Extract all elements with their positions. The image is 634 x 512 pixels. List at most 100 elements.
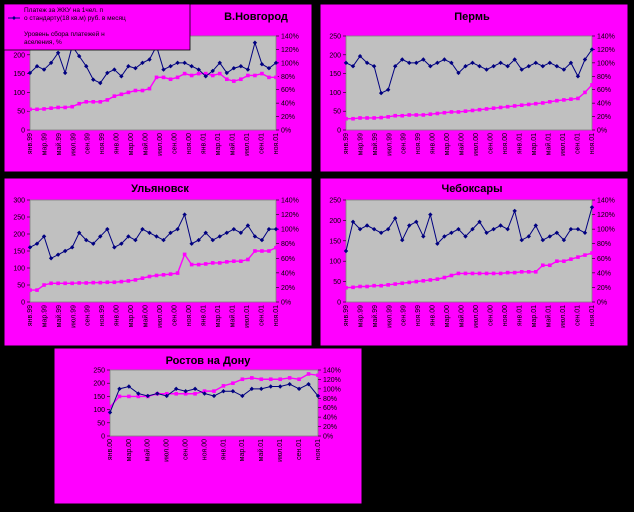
data-point-diamond (421, 234, 426, 239)
data-point-square (268, 377, 273, 382)
data-point-square (112, 280, 117, 285)
data-point-diamond (463, 64, 468, 69)
data-point-diamond (378, 90, 384, 96)
data-point-square (126, 279, 131, 283)
data-point-diamond (168, 230, 173, 235)
x-tick-label: мар.00 (444, 305, 451, 327)
data-point-diamond (203, 230, 208, 235)
data-point-square (35, 107, 39, 112)
data-point-square (358, 284, 362, 289)
data-point-square (175, 271, 180, 275)
y-right-tick-label: 40% (281, 270, 295, 277)
plot-area (345, 35, 593, 131)
x-tick-label: май.01 (544, 133, 552, 155)
y-left-tick-label: 300 (13, 198, 25, 205)
data-point-square (182, 71, 187, 76)
data-point-square (210, 261, 215, 265)
data-point-diamond (407, 223, 412, 228)
legend-swatch-marker-1 (12, 16, 16, 20)
data-point-square (533, 101, 538, 106)
data-point-square (260, 249, 264, 253)
y-right-tick-label: 100% (281, 60, 299, 67)
data-point-square (267, 249, 271, 253)
data-point-diamond (48, 256, 54, 261)
data-point-diamond (477, 64, 482, 69)
x-tick-label: мар.01 (531, 133, 538, 155)
y-right-tick-label: 20% (281, 285, 295, 292)
data-point-diamond (41, 67, 47, 72)
legend-label-2-cont: аселения, % (24, 39, 62, 46)
data-point-square (435, 277, 440, 281)
data-point-diamond (133, 66, 138, 71)
data-point-square (456, 110, 461, 114)
y-right-tick-label: 120% (323, 377, 341, 384)
data-point-diamond (589, 47, 595, 52)
data-point-square (259, 377, 264, 382)
x-tick-label: сен.01 (574, 133, 581, 154)
data-point-square (260, 71, 264, 76)
data-point-square (175, 75, 180, 80)
data-point-diamond (77, 230, 82, 235)
data-point-square (590, 251, 594, 255)
data-point-diamond (117, 386, 122, 392)
x-tick-label: мар.01 (239, 439, 246, 461)
y-right-tick-label: 40% (323, 415, 337, 422)
y-right-tick-label: 0% (281, 128, 291, 135)
data-point-square (56, 281, 60, 286)
data-point-diamond (343, 248, 349, 254)
data-point-square (98, 100, 103, 104)
y-left-tick-label: 50 (333, 109, 341, 116)
data-point-diamond (145, 393, 151, 399)
chart-title: Чебоксары (441, 183, 502, 195)
data-point-diamond (273, 226, 279, 232)
data-point-diamond (449, 230, 454, 235)
data-point-diamond (161, 237, 166, 243)
data-point-diamond (210, 237, 215, 243)
data-point-diamond (385, 87, 391, 92)
data-point-square (393, 282, 397, 286)
x-tick-label: июл.99 (386, 133, 393, 156)
data-point-diamond (240, 393, 245, 399)
y-left-tick-label: 200 (13, 52, 25, 59)
data-point-diamond (277, 384, 283, 389)
data-point-square (232, 79, 236, 83)
data-point-diamond (55, 50, 61, 55)
y-right-tick-label: 60% (281, 87, 295, 94)
data-point-diamond (575, 226, 581, 232)
y-right-tick-label: 80% (597, 74, 611, 81)
y-left-tick-label: 100 (329, 259, 341, 266)
data-point-diamond (470, 226, 475, 232)
x-tick-label: сен.01 (574, 305, 581, 326)
data-point-diamond (498, 60, 503, 66)
y-left-tick-label: 150 (329, 238, 341, 245)
y-left-tick-label: 0 (21, 128, 25, 135)
data-point-diamond (203, 74, 208, 79)
legend: Платеж за ЖКУ на 1чел. по стандарту(18 к… (3, 3, 191, 51)
data-point-square (203, 71, 208, 76)
data-point-diamond (155, 391, 160, 396)
data-point-square (77, 101, 81, 106)
x-tick-label: янв.99 (27, 133, 34, 154)
x-tick-label: ноя.01 (589, 133, 596, 154)
chart-title: В.Новгород (224, 11, 288, 23)
data-point-diamond (470, 60, 475, 66)
data-point-diamond (378, 230, 384, 235)
y-left-tick-label: 50 (17, 283, 25, 290)
data-point-square (119, 279, 124, 284)
x-tick-label: май.99 (55, 305, 63, 327)
data-point-square (274, 75, 278, 80)
data-point-square (189, 262, 194, 267)
data-point-diamond (442, 234, 447, 239)
data-point-square (484, 107, 489, 111)
x-tick-label: ноя.99 (415, 133, 422, 154)
data-point-diamond (540, 237, 545, 243)
data-point-square (519, 270, 524, 274)
y-right-tick-label: 20% (597, 114, 611, 121)
y-right-tick-label: 120% (597, 212, 615, 219)
data-point-diamond (230, 389, 236, 394)
x-tick-label: ноя.00 (186, 133, 193, 154)
y-right-tick-label: 0% (281, 300, 291, 307)
data-point-square (35, 288, 39, 292)
data-point-diamond (449, 60, 454, 66)
data-point-square (253, 73, 257, 78)
